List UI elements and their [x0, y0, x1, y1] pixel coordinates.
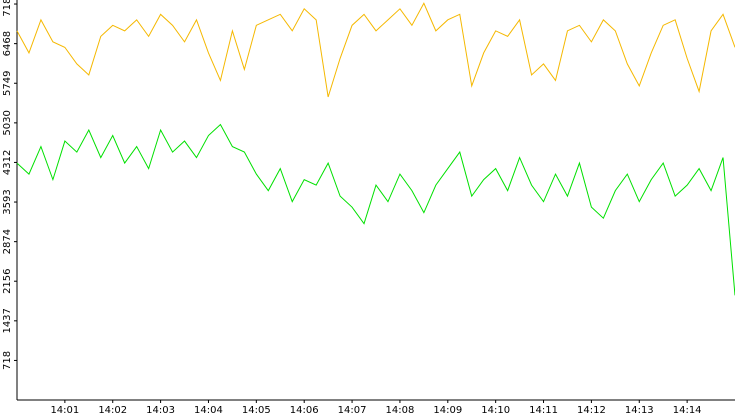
x-tick-label: 14:11	[529, 405, 558, 415]
series-line	[16, 2, 735, 98]
x-tick-label: 14:07	[338, 405, 367, 415]
series-line	[16, 123, 735, 296]
y-tick-label: 4312	[2, 150, 13, 175]
x-tick-label: 14:13	[625, 405, 654, 415]
x-tick-label: 14:14	[673, 405, 702, 415]
y-tick-label: 5030	[2, 110, 13, 135]
y-tick-label: 718	[2, 351, 13, 370]
x-tick-label: 14:02	[98, 405, 127, 415]
y-tick-label: 2874	[2, 229, 13, 254]
x-tick-label: 14:03	[146, 405, 175, 415]
x-tick-label: 14:08	[386, 405, 415, 415]
x-tick-label: 14:12	[577, 405, 606, 415]
x-tick-label: 14:01	[50, 405, 79, 415]
x-tick-label: 14:04	[194, 405, 223, 415]
y-tick-label: 5749	[2, 71, 13, 96]
y-tick-label: 3593	[2, 189, 13, 214]
x-tick-label: 14:05	[242, 405, 271, 415]
y-tick-label: 7187	[2, 0, 13, 17]
x-tick-label: 14:10	[481, 405, 510, 415]
x-tick-label: 14:06	[290, 405, 319, 415]
x-tick-label: 14:09	[433, 405, 462, 415]
y-tick-label: 6468	[2, 31, 13, 56]
y-tick-label: 1437	[2, 308, 13, 333]
y-tick-label: 2156	[2, 268, 13, 293]
